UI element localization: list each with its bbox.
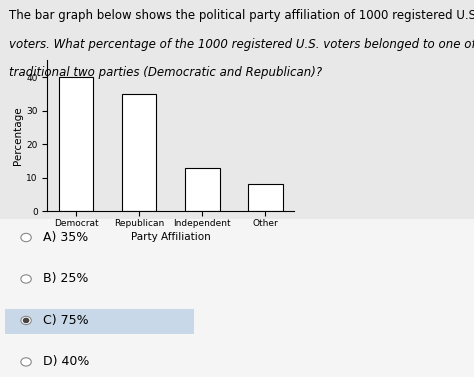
Bar: [122, 94, 156, 211]
Bar: [185, 167, 219, 211]
Text: B) 25%: B) 25%: [43, 273, 88, 285]
Text: D) 40%: D) 40%: [43, 356, 89, 368]
X-axis label: Party Affiliation: Party Affiliation: [131, 232, 210, 242]
Bar: [248, 184, 283, 211]
Text: traditional two parties (Democratic and Republican)?: traditional two parties (Democratic and …: [9, 66, 323, 79]
Text: A) 35%: A) 35%: [43, 231, 88, 244]
Text: voters. What percentage of the 1000 registered U.S. voters belonged to one of t: voters. What percentage of the 1000 regi…: [9, 38, 474, 51]
Bar: [59, 77, 93, 211]
Text: The bar graph below shows the political party affiliation of 1000 registered U.S: The bar graph below shows the political …: [9, 9, 474, 22]
Y-axis label: Percentage: Percentage: [13, 106, 23, 165]
Text: C) 75%: C) 75%: [43, 314, 88, 327]
